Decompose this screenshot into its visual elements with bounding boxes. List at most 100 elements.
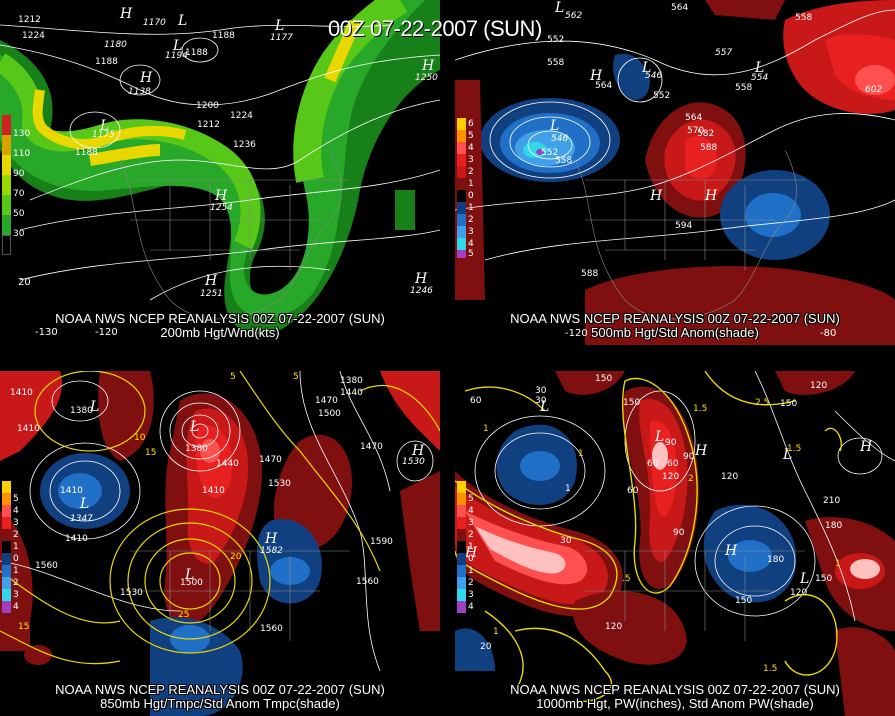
- svg-text:546: 546: [551, 134, 568, 144]
- svg-text:1410: 1410: [202, 486, 225, 496]
- svg-text:1212: 1212: [18, 15, 41, 25]
- svg-text:15: 15: [18, 622, 29, 632]
- svg-text:H: H: [411, 443, 425, 459]
- svg-text:1440: 1440: [340, 388, 363, 398]
- svg-text:1.5: 1.5: [693, 404, 707, 414]
- panel-caption-source: NOAA NWS NCEP REANALYSIS 00Z 07-22-2007 …: [510, 682, 840, 697]
- svg-text:150: 150: [815, 574, 832, 584]
- panel-caption-field: 200mb Hgt/Wnd(kts): [160, 325, 280, 340]
- svg-text:1188: 1188: [95, 57, 118, 67]
- svg-text:H: H: [421, 58, 435, 74]
- svg-text:552: 552: [547, 35, 564, 45]
- svg-text:1250: 1250: [415, 73, 438, 83]
- svg-text:20: 20: [480, 642, 492, 652]
- contour-labels: 1212 1224 1188 1180 1138 1188 1188 1177 1170 1…: [18, 15, 438, 299]
- svg-text:120: 120: [662, 472, 679, 482]
- svg-text:2.5: 2.5: [755, 398, 769, 408]
- svg-text:60: 60: [627, 486, 639, 496]
- svg-text:90: 90: [673, 528, 685, 538]
- map-timestamp: 00Z 07-22-2007 (SUN): [328, 16, 542, 41]
- svg-text:1138: 1138: [128, 87, 151, 97]
- panel-850mb-temperature-anomaly: 1410 1380 1410 1380 1440 1470 1410 1347 1410 1…: [0, 371, 440, 716]
- svg-text:1380: 1380: [340, 376, 363, 386]
- svg-text:1.5: 1.5: [763, 664, 777, 674]
- panel-caption-source: NOAA NWS NCEP REANALYSIS 00Z 07-22-2007 …: [55, 311, 385, 326]
- svg-text:1180: 1180: [104, 40, 127, 50]
- svg-text:1380: 1380: [70, 406, 93, 416]
- svg-text:.5: .5: [622, 574, 631, 584]
- svg-text:H: H: [264, 531, 278, 547]
- svg-text:L: L: [99, 118, 109, 134]
- svg-text:554: 554: [751, 73, 768, 83]
- svg-text:1470: 1470: [315, 396, 338, 406]
- svg-text:150: 150: [623, 398, 640, 408]
- svg-text:1188: 1188: [75, 148, 98, 158]
- svg-text:1.5: 1.5: [787, 444, 801, 454]
- std-anomaly-legend: 6 5 4 3 2 1 0 1 2 3 4 5: [457, 118, 487, 259]
- svg-text:1410: 1410: [17, 424, 40, 434]
- svg-text:-130: -130: [35, 327, 58, 338]
- svg-text:1224: 1224: [22, 31, 45, 41]
- svg-text:1560: 1560: [260, 624, 283, 634]
- svg-text:25: 25: [178, 610, 189, 620]
- svg-text:L: L: [189, 419, 199, 435]
- svg-text:180: 180: [825, 521, 842, 531]
- svg-text:180: 180: [767, 555, 784, 565]
- svg-text:1470: 1470: [259, 455, 282, 465]
- svg-text:1170: 1170: [143, 18, 166, 28]
- svg-text:L: L: [799, 571, 809, 587]
- svg-text:1224: 1224: [230, 111, 253, 121]
- svg-text:60: 60: [470, 396, 482, 406]
- svg-text:150: 150: [780, 399, 797, 409]
- svg-text:H: H: [704, 188, 718, 204]
- svg-text:H: H: [694, 443, 708, 459]
- svg-text:L: L: [539, 399, 549, 415]
- svg-text:1: 1: [578, 449, 584, 459]
- svg-text:120: 120: [605, 622, 622, 632]
- svg-text:H: H: [414, 271, 428, 287]
- svg-text:L: L: [549, 118, 559, 134]
- svg-text:558: 558: [555, 156, 572, 166]
- panel-caption-source: NOAA NWS NCEP REANALYSIS 00Z 07-22-2007 …: [55, 682, 385, 697]
- svg-text:1177: 1177: [270, 33, 293, 43]
- svg-text:H: H: [119, 6, 133, 22]
- svg-text:H: H: [464, 545, 478, 561]
- svg-text:L: L: [554, 0, 564, 16]
- svg-text:1212: 1212: [197, 120, 220, 130]
- svg-text:1530: 1530: [402, 457, 425, 467]
- svg-text:557: 557: [715, 48, 732, 58]
- svg-text:602: 602: [865, 85, 882, 95]
- svg-text:594: 594: [675, 221, 692, 231]
- pressure-centers: LLL HHH HH HL: [99, 6, 435, 289]
- svg-text:1188: 1188: [212, 31, 235, 41]
- svg-text:H: H: [214, 188, 228, 204]
- svg-text:1410: 1410: [65, 534, 88, 544]
- svg-text:1246: 1246: [410, 286, 433, 296]
- svg-text:150: 150: [595, 374, 612, 384]
- panel-caption-field: 500mb Hgt/Std Anom(shade): [591, 325, 759, 340]
- svg-text:5: 5: [293, 372, 299, 382]
- svg-text:L: L: [177, 13, 187, 29]
- svg-text:1590: 1590: [370, 537, 393, 547]
- panel-200mb-height-wind: 1212 1224 1188 1180 1138 1188 1188 1177 1170 1…: [0, 0, 440, 345]
- svg-text:60: 60: [647, 459, 659, 469]
- svg-text:L: L: [782, 447, 792, 463]
- svg-text:L: L: [172, 38, 182, 54]
- svg-text:120: 120: [721, 472, 738, 482]
- svg-text:1188: 1188: [185, 48, 208, 58]
- svg-text:30: 30: [535, 396, 547, 406]
- svg-text:15: 15: [145, 448, 156, 458]
- svg-text:1410: 1410: [10, 388, 33, 398]
- svg-text:L: L: [641, 60, 651, 76]
- map-200mb: 1212 1224 1188 1180 1138 1188 1188 1177 1170 1…: [0, 0, 440, 338]
- svg-text:90: 90: [683, 452, 695, 462]
- svg-text:L: L: [274, 18, 284, 34]
- svg-text:-120: -120: [565, 328, 588, 339]
- svg-text:558: 558: [735, 83, 752, 93]
- svg-text:562: 562: [565, 11, 582, 21]
- svg-text:1: 1: [565, 484, 571, 494]
- svg-text:1: 1: [835, 559, 841, 569]
- panel-500mb-height-anomaly: 564 558 552 558 564 552 546 558 564 570 582 588 …: [455, 0, 895, 345]
- svg-text:1236: 1236: [233, 140, 256, 150]
- svg-text:588: 588: [700, 143, 717, 153]
